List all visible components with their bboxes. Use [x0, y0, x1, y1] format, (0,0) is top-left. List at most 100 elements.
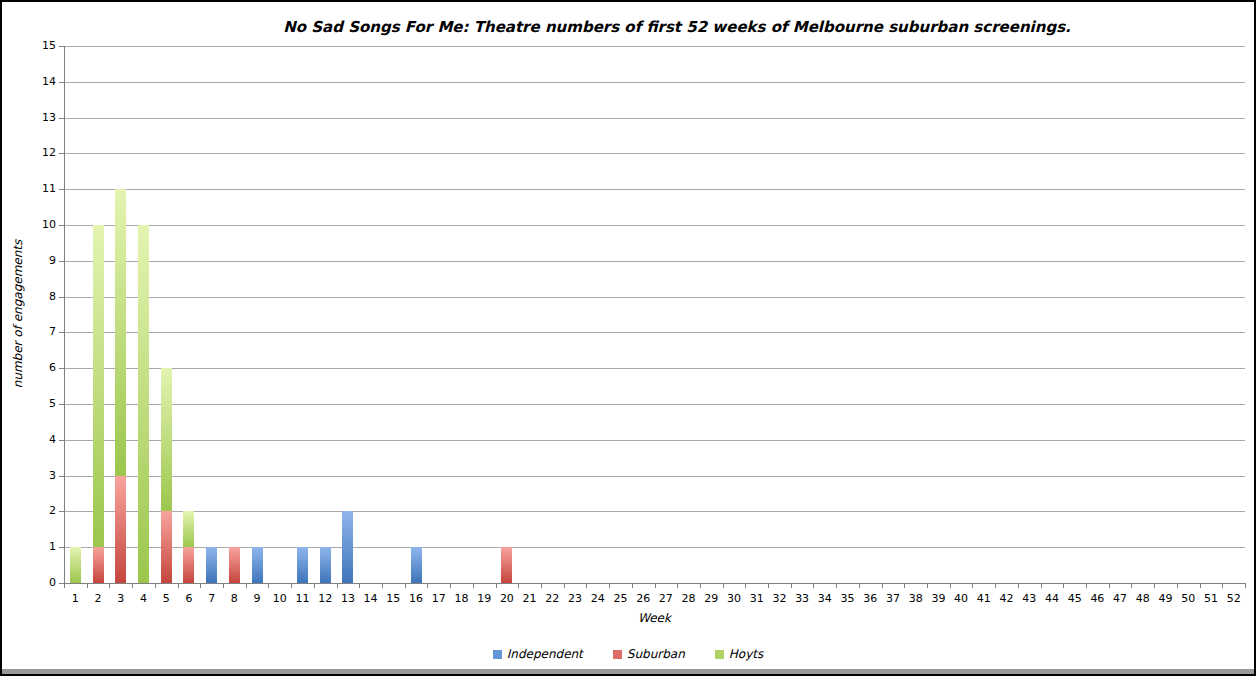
gridline-y-9: [64, 261, 1245, 262]
x-tick-13: [359, 584, 360, 588]
x-tick-label-18: 18: [449, 592, 473, 606]
x-tick-50: [1200, 584, 1201, 588]
x-tick-52: [1245, 584, 1246, 588]
x-tick-label-13: 13: [336, 592, 360, 606]
x-tick-27: [677, 584, 678, 588]
gridline-y-2: [64, 511, 1245, 512]
x-tick-label-37: 37: [881, 592, 905, 606]
plot-area: [64, 46, 1245, 583]
bar-hoyts-week-4: [138, 225, 149, 583]
x-tick-label-20: 20: [495, 592, 519, 606]
x-tick-12: [337, 584, 338, 588]
legend-item-hoyts: Hoyts: [715, 647, 763, 661]
x-tick-label-3: 3: [109, 592, 133, 606]
y-tick-label-4: 4: [2, 433, 56, 447]
x-tick-7: [223, 584, 224, 588]
x-tick-label-31: 31: [745, 592, 769, 606]
x-tick-41: [995, 584, 996, 588]
x-tick-49: [1177, 584, 1178, 588]
x-tick-34: [836, 584, 837, 588]
x-tick-label-25: 25: [608, 592, 632, 606]
x-tick-29: [723, 584, 724, 588]
legend-label-independent: Independent: [507, 647, 583, 661]
y-tick-label-14: 14: [2, 75, 56, 89]
x-tick-8: [246, 584, 247, 588]
x-tick-label-15: 15: [381, 592, 405, 606]
legend-label-suburban: Suburban: [627, 647, 685, 661]
x-tick-47: [1131, 584, 1132, 588]
bar-independent-week-11: [297, 547, 308, 583]
x-tick-3: [132, 584, 133, 588]
x-tick-label-38: 38: [904, 592, 928, 606]
y-tick-label-6: 6: [2, 361, 56, 375]
x-tick-20: [518, 584, 519, 588]
gridline-y-13: [64, 118, 1245, 119]
legend: Independent Suburban Hoyts: [2, 647, 1254, 661]
x-tick-label-28: 28: [677, 592, 701, 606]
y-tick-13: [59, 118, 64, 119]
x-tick-label-47: 47: [1108, 592, 1132, 606]
x-tick-37: [904, 584, 905, 588]
y-tick-7: [59, 332, 64, 333]
gridline-y-4: [64, 440, 1245, 441]
x-tick-15: [405, 584, 406, 588]
x-tick-9: [268, 584, 269, 588]
x-tick-label-52: 52: [1222, 592, 1246, 606]
x-tick-label-40: 40: [949, 592, 973, 606]
x-tick-label-33: 33: [790, 592, 814, 606]
x-tick-1: [87, 584, 88, 588]
x-tick-4: [155, 584, 156, 588]
legend-item-independent: Independent: [493, 647, 583, 661]
bar-suburban-week-8: [229, 547, 240, 583]
gridline-y-12: [64, 153, 1245, 154]
x-tick-label-49: 49: [1154, 592, 1178, 606]
y-tick-label-1: 1: [2, 540, 56, 554]
x-tick-24: [609, 584, 610, 588]
bar-hoyts-week-1: [70, 547, 81, 583]
x-tick-17: [450, 584, 451, 588]
x-tick-11: [314, 584, 315, 588]
x-tick-label-48: 48: [1131, 592, 1155, 606]
x-tick-6: [200, 584, 201, 588]
x-tick-label-44: 44: [1040, 592, 1064, 606]
y-tick-label-3: 3: [2, 469, 56, 483]
x-tick-label-50: 50: [1176, 592, 1200, 606]
x-tick-label-39: 39: [926, 592, 950, 606]
x-tick-16: [427, 584, 428, 588]
bar-suburban-week-6: [183, 547, 194, 583]
x-tick-label-32: 32: [767, 592, 791, 606]
x-tick-label-14: 14: [359, 592, 383, 606]
x-tick-label-23: 23: [563, 592, 587, 606]
x-tick-35: [859, 584, 860, 588]
x-tick-label-29: 29: [699, 592, 723, 606]
y-tick-label-15: 15: [2, 39, 56, 53]
x-tick-label-21: 21: [518, 592, 542, 606]
x-tick-51: [1222, 584, 1223, 588]
gridline-y-7: [64, 332, 1245, 333]
x-tick-label-5: 5: [154, 592, 178, 606]
y-tick-label-12: 12: [2, 146, 56, 160]
gridline-y-5: [64, 404, 1245, 405]
x-tick-label-27: 27: [654, 592, 678, 606]
y-tick-label-2: 2: [2, 504, 56, 518]
y-tick-8: [59, 297, 64, 298]
x-tick-label-24: 24: [586, 592, 610, 606]
bar-independent-week-9: [252, 547, 263, 583]
x-tick-48: [1154, 584, 1155, 588]
chart-title: No Sad Songs For Me: Theatre numbers of …: [2, 18, 1254, 36]
x-tick-18: [473, 584, 474, 588]
x-tick-2: [109, 584, 110, 588]
y-tick-11: [59, 189, 64, 190]
x-tick-label-8: 8: [222, 592, 246, 606]
x-axis-title: Week: [64, 611, 1245, 625]
y-tick-label-13: 13: [2, 111, 56, 125]
y-tick-label-11: 11: [2, 182, 56, 196]
x-tick-label-6: 6: [177, 592, 201, 606]
x-tick-label-35: 35: [836, 592, 860, 606]
x-tick-38: [927, 584, 928, 588]
x-tick-label-7: 7: [200, 592, 224, 606]
legend-item-suburban: Suburban: [613, 647, 685, 661]
bar-suburban-week-2: [93, 547, 104, 583]
y-tick-1: [59, 547, 64, 548]
x-tick-label-41: 41: [972, 592, 996, 606]
